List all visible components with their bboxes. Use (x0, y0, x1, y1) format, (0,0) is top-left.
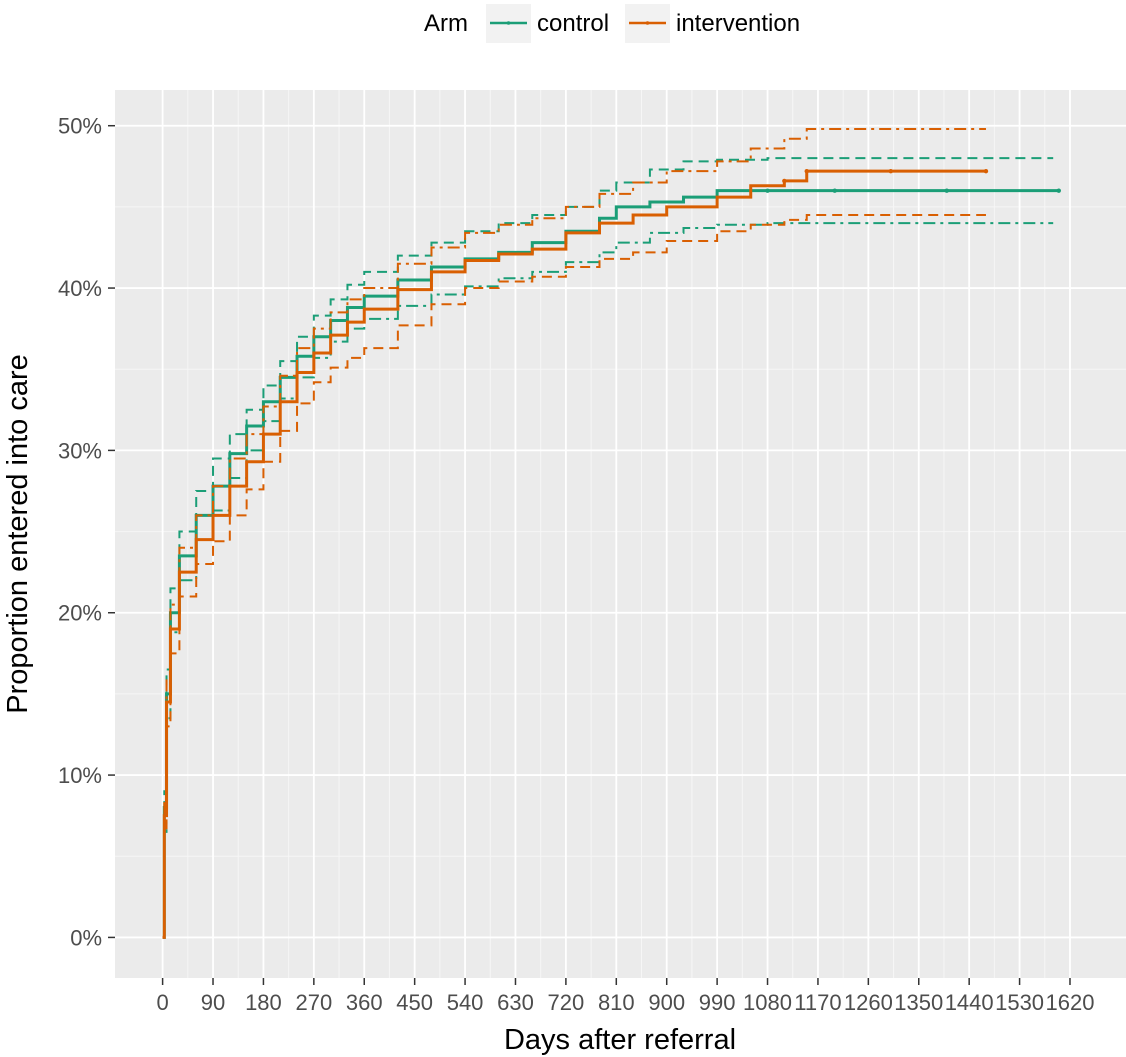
x-tick-label: 900 (648, 990, 685, 1015)
censor-mark-intervention (983, 168, 989, 174)
censor-mark-control (832, 188, 837, 193)
ci-upper-intervention (162, 127, 986, 939)
x-tick-label: 450 (396, 990, 433, 1015)
x-tick-label: 0 (156, 990, 168, 1015)
censor-mark-intervention (782, 178, 787, 184)
censor-mark-intervention (888, 168, 893, 174)
legend-title: Arm (424, 10, 468, 37)
series-layer (162, 127, 1061, 939)
x-tick-label: 1440 (945, 990, 994, 1015)
y-axis: 0% 10% 20% 30% 40% 50% (58, 114, 115, 950)
legend-key-point-control (506, 21, 511, 25)
censor-mark-control (765, 188, 770, 193)
x-tick-label: 990 (699, 990, 736, 1015)
x-tick-label: 810 (598, 990, 635, 1015)
x-tick-label: 720 (548, 990, 585, 1015)
plot-panel (115, 90, 1126, 978)
x-tick-label: 630 (497, 990, 534, 1015)
x-tick-label: 1620 (1046, 990, 1095, 1015)
y-tick-label: 40% (58, 276, 102, 301)
x-axis-title: Days after referral (504, 1024, 736, 1056)
ci-upper-control (162, 157, 1054, 939)
x-tick-label: 90 (201, 990, 225, 1015)
censor-mark-control (944, 188, 949, 193)
x-tick-label: 1260 (844, 990, 893, 1015)
legend-key-point-intervention (645, 21, 650, 25)
x-tick-label: 1350 (894, 990, 943, 1015)
x-tick-label: 1080 (743, 990, 792, 1015)
legend-label-control: control (537, 10, 609, 37)
y-tick-label: 20% (58, 601, 102, 626)
x-tick-label: 180 (245, 990, 282, 1015)
x-tick-label: 540 (447, 990, 484, 1015)
y-tick-label: 0% (70, 925, 102, 950)
y-axis-title: Proportion entered into care (2, 354, 34, 714)
censor-mark-control (1056, 188, 1061, 193)
y-tick-label: 30% (58, 438, 102, 463)
x-axis: 0 90 180 270 360 450 540 630 720 810 900 990 1080 117… (156, 978, 1094, 1015)
grid-minor (115, 90, 1126, 978)
ci-lower-intervention (162, 214, 986, 939)
legend: Arm control intervention (424, 4, 800, 43)
grid-major (115, 90, 1126, 978)
x-tick-label: 1530 (995, 990, 1044, 1015)
series-line-intervention (162, 169, 986, 939)
x-tick-label: 270 (295, 990, 332, 1015)
legend-label-intervention: intervention (676, 10, 800, 37)
y-tick-label: 50% (58, 114, 102, 139)
y-tick-label: 10% (58, 763, 102, 788)
x-tick-label: 360 (346, 990, 383, 1015)
x-tick-label: 1170 (794, 990, 841, 1015)
censor-mark-intervention (804, 168, 809, 174)
